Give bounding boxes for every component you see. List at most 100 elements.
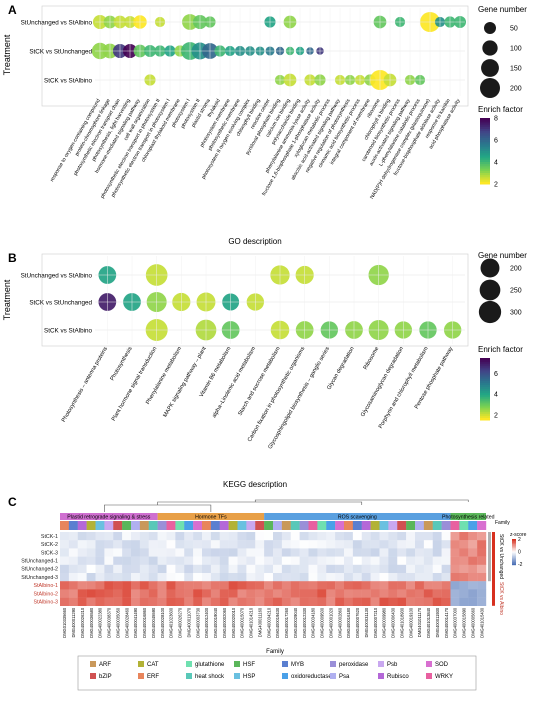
heatmap-column-label: DMG400011160 — [257, 607, 262, 637]
heatmap-cell — [95, 556, 105, 565]
heatmap-cell — [166, 556, 176, 565]
heatmap-cell — [361, 556, 371, 565]
heatmap-cell — [210, 581, 220, 590]
heatmap-cell — [335, 532, 345, 541]
heatmap-cell — [202, 597, 212, 606]
heatmap-cell — [370, 573, 380, 582]
row-label: StUnchanged vs StAlbino — [21, 273, 93, 280]
heatmap-cell — [344, 597, 354, 606]
heatmap-cell — [441, 589, 451, 598]
heatmap-cell — [290, 548, 300, 557]
panel-c-heatmap — [60, 532, 487, 606]
heatmap-cell — [104, 589, 114, 598]
heatmap-column-label: DMG401015430 — [479, 607, 484, 638]
heatmap-cell — [148, 540, 158, 549]
family-legend-swatch — [138, 673, 144, 679]
heatmap-cell — [397, 540, 407, 549]
heatmap-column-label: DMG401014210 — [249, 607, 254, 638]
heatmap-cell — [415, 597, 425, 606]
heatmap-cell — [352, 581, 362, 590]
heatmap-cell — [450, 548, 460, 557]
color-legend-step — [480, 366, 490, 369]
size-legend-dot — [481, 59, 499, 77]
heatmap-cell — [423, 556, 433, 565]
family-legend-label: Psa — [339, 674, 350, 680]
family-legend-label: ERF — [147, 674, 159, 680]
heatmap-cell — [193, 589, 203, 598]
heatmap-column-label: DMG400038370 — [107, 607, 112, 638]
heatmap-cell — [113, 548, 123, 557]
size-legend-dot — [478, 300, 502, 324]
heatmap-cell — [361, 532, 371, 541]
heatmap-cell — [415, 540, 425, 549]
heatmap-cell — [264, 564, 274, 574]
heatmap-cell — [432, 556, 442, 565]
heatmap-cell — [317, 573, 327, 582]
heatmap-cell — [60, 564, 70, 574]
family-legend-frame — [77, 655, 477, 691]
heatmap-cell — [406, 532, 416, 541]
color-legend-step — [480, 411, 490, 415]
heatmap-cell — [228, 564, 238, 574]
family-bar-cell — [113, 521, 123, 530]
family-legend-swatch — [378, 661, 384, 667]
heatmap-cell — [148, 573, 158, 582]
heatmap-cell — [388, 540, 398, 549]
heatmap-column-label: DMG010335660 — [62, 607, 67, 638]
family-legend-swatch — [282, 673, 288, 679]
heatmap-cell — [415, 532, 425, 541]
heatmap-cell — [148, 532, 158, 541]
heatmap-cell — [148, 581, 158, 590]
heatmap-cell — [122, 581, 132, 590]
heatmap-cell — [468, 556, 478, 565]
heatmap-cell — [344, 548, 354, 557]
heatmap-cell — [95, 540, 105, 549]
heatmap-column-label: DMG400006430 — [391, 607, 396, 638]
family-legend-swatch — [186, 673, 192, 679]
panel-c-zscore-legend: 2 0 -2 — [512, 537, 523, 568]
heatmap-cell — [166, 589, 176, 598]
heatmap-cell — [281, 581, 291, 590]
heatmap-cell — [166, 548, 176, 557]
heatmap-cell — [441, 532, 451, 541]
heatmap-cell — [237, 564, 247, 574]
family-bar-cell — [68, 521, 78, 530]
family-bar-cell — [299, 521, 309, 530]
heatmap-cell — [299, 581, 309, 590]
family-bar-cell — [104, 521, 114, 530]
heatmap-cell — [193, 540, 203, 549]
heatmap-cell — [415, 564, 425, 574]
heatmap-cell — [423, 589, 433, 598]
family-bar-cell — [432, 521, 442, 530]
family-bar-cell — [60, 521, 70, 530]
heatmap-cell — [86, 564, 96, 574]
heatmap-cell — [406, 540, 416, 549]
heatmap-column-label: DMG400026210 — [80, 607, 85, 638]
heatmap-cell — [308, 581, 318, 590]
heatmap-column-label: DMG401023600 — [169, 607, 174, 638]
heatmap-cell — [290, 540, 300, 549]
heatmap-column-label: DMG400003730 — [195, 607, 200, 638]
heatmap-cell — [317, 540, 327, 549]
heatmap-cell — [468, 597, 478, 606]
heatmap-cell — [122, 589, 132, 598]
heatmap-cell — [246, 597, 256, 606]
color-legend-step — [480, 382, 490, 386]
heatmap-cell — [308, 589, 318, 598]
row-label: StCK vs StUnchanged — [29, 300, 92, 307]
heatmap-cell — [281, 548, 291, 557]
heatmap-cell — [423, 548, 433, 557]
heatmap-cell — [415, 573, 425, 582]
panel-b-label: B — [8, 251, 17, 265]
heatmap-cell — [246, 573, 256, 582]
heatmap-cell — [139, 532, 149, 541]
heatmap-column-label: DMG400002860 — [337, 607, 342, 638]
family-bar-cell — [459, 521, 469, 530]
size-legend-label: 300 — [510, 310, 522, 317]
color-legend-step — [480, 370, 490, 373]
heatmap-cell — [335, 540, 345, 549]
color-legend-step — [480, 168, 490, 172]
heatmap-cell — [264, 573, 274, 582]
heatmap-cell — [361, 573, 371, 582]
family-bar-cell — [379, 521, 389, 530]
